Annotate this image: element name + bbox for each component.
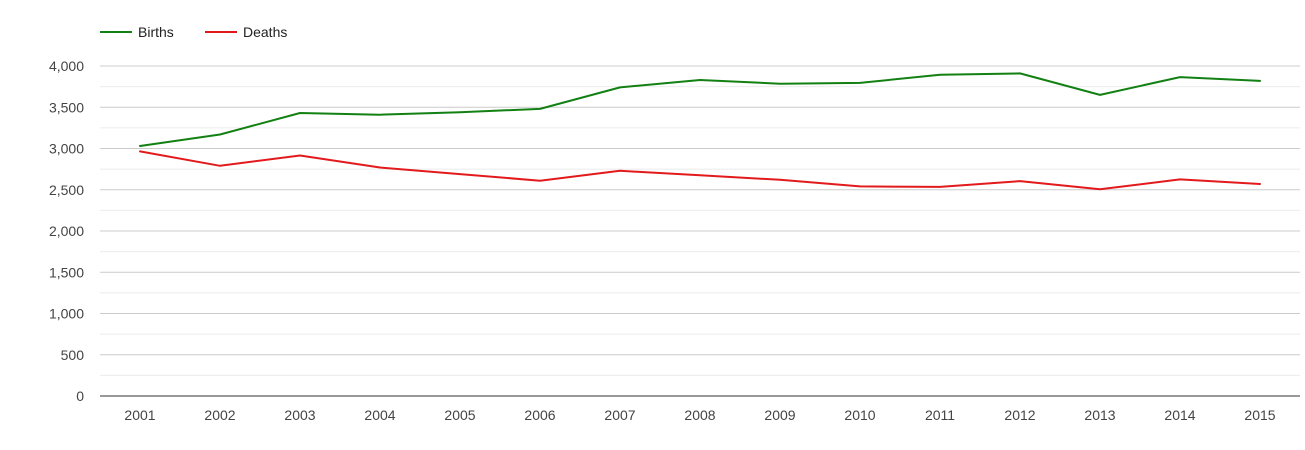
x-tick-label: 2004: [364, 407, 395, 423]
y-tick-label: 1,500: [49, 264, 84, 280]
legend-item-births[interactable]: Births: [100, 24, 174, 40]
x-axis: 2001 2002 2003 2004 2005 2006 2007 2008 2009 2010…: [124, 407, 1275, 423]
series-group: [139, 72, 1261, 191]
y-axis: 0 500 1,000 1,500 2,000 2,500 3,000 3,500 4,000: [49, 58, 84, 404]
x-tick-label: 2010: [844, 407, 875, 423]
legend-item-deaths[interactable]: Deaths: [205, 24, 287, 40]
y-tick-label: 2,000: [49, 223, 84, 239]
series-line-births: [139, 72, 1261, 147]
x-tick-label: 2013: [1084, 407, 1115, 423]
legend: Births Deaths: [100, 24, 287, 40]
x-tick-label: 2007: [604, 407, 635, 423]
x-tick-label: 2002: [204, 407, 235, 423]
x-tick-label: 2005: [444, 407, 475, 423]
x-tick-label: 2011: [925, 407, 955, 423]
y-tick-label: 500: [61, 347, 85, 363]
x-tick-label: 2006: [524, 407, 555, 423]
series-line-deaths: [139, 150, 1261, 191]
y-tick-label: 1,000: [49, 306, 84, 322]
x-tick-label: 2015: [1244, 407, 1275, 423]
x-tick-label: 2008: [684, 407, 715, 423]
legend-label: Births: [138, 24, 174, 40]
grid: [100, 65, 1300, 397]
y-tick-label: 2,500: [49, 182, 84, 198]
x-tick-label: 2012: [1004, 407, 1035, 423]
x-tick-label: 2003: [284, 407, 315, 423]
x-tick-label: 2014: [1164, 407, 1195, 423]
y-tick-label: 4,000: [49, 58, 84, 74]
x-tick-label: 2009: [764, 407, 795, 423]
x-tick-label: 2001: [124, 407, 155, 423]
y-tick-label: 3,500: [49, 99, 84, 115]
y-tick-label: 3,000: [49, 141, 84, 157]
y-tick-label: 0: [76, 388, 84, 404]
legend-label: Deaths: [243, 24, 287, 40]
